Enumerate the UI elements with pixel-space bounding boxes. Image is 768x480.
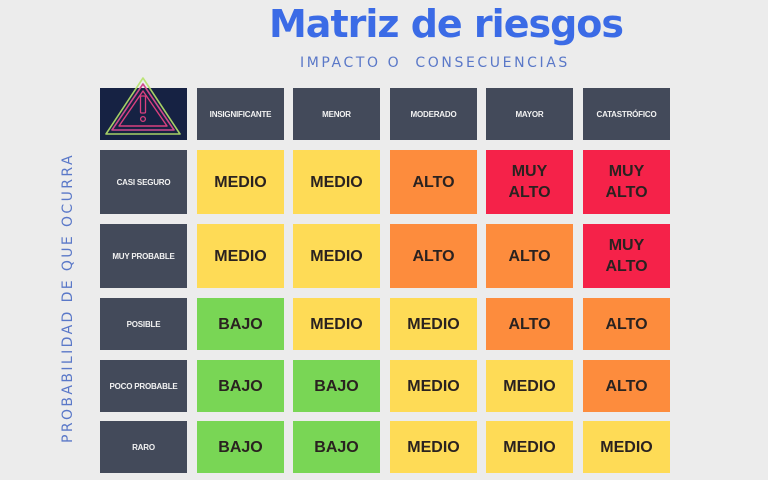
risk-cell-bajo: BAJO	[293, 421, 380, 473]
row-header: POCO PROBABLE	[100, 360, 187, 412]
risk-cell-medio: MEDIO	[583, 421, 670, 473]
risk-cell-bajo: BAJO	[197, 360, 284, 412]
risk-level-label: ALTO	[412, 173, 455, 191]
risk-level-label: ALTO	[508, 315, 551, 333]
risk-level-label: MEDIO	[503, 377, 556, 395]
corner-cell	[100, 77, 187, 140]
risk-level-label: BAJO	[218, 315, 263, 333]
risk-level-label: MEDIO	[407, 377, 460, 395]
risk-level-label: MUY ALTO	[508, 163, 551, 201]
y-axis-label: PROBABILIDAD DE QUE OCURRA	[60, 153, 76, 443]
risk-level-label: MEDIO	[214, 173, 267, 191]
risk-cell-muy-alto: MUY ALTO	[486, 150, 573, 214]
risk-level-label: MUY ALTO	[605, 237, 648, 275]
risk-level-label: MEDIO	[310, 315, 363, 333]
risk-cell-bajo: BAJO	[197, 298, 284, 350]
risk-level-label: ALTO	[605, 315, 648, 333]
risk-cell-medio: MEDIO	[293, 150, 380, 214]
column-header: MENOR	[293, 88, 380, 140]
risk-cell-medio: MEDIO	[486, 360, 573, 412]
risk-cell-alto: ALTO	[390, 224, 477, 288]
risk-cell-muy-alto: MUY ALTO	[583, 224, 670, 288]
risk-cell-medio: MEDIO	[293, 298, 380, 350]
risk-cell-bajo: BAJO	[197, 421, 284, 473]
risk-cell-alto: ALTO	[486, 224, 573, 288]
risk-level-label: MEDIO	[503, 438, 556, 456]
x-axis-label: IMPACTO O CONSECUENCIAS	[300, 55, 570, 71]
risk-level-label: MEDIO	[310, 173, 363, 191]
risk-cell-alto: ALTO	[583, 360, 670, 412]
page-title: Matriz de riesgos	[268, 2, 624, 46]
risk-cell-medio: MEDIO	[197, 150, 284, 214]
risk-cell-medio: MEDIO	[197, 224, 284, 288]
risk-level-label: ALTO	[412, 247, 455, 265]
risk-level-label: BAJO	[314, 377, 359, 395]
risk-cell-medio: MEDIO	[390, 298, 477, 350]
row-header: POSIBLE	[100, 298, 187, 350]
risk-level-label: BAJO	[314, 438, 359, 456]
column-header: INSIGNIFICANTE	[197, 88, 284, 140]
risk-cell-medio: MEDIO	[293, 224, 380, 288]
risk-cell-alto: ALTO	[486, 298, 573, 350]
risk-level-label: MEDIO	[214, 247, 267, 265]
risk-cell-medio: MEDIO	[486, 421, 573, 473]
risk-level-label: MEDIO	[407, 315, 460, 333]
risk-level-label: MEDIO	[310, 247, 363, 265]
risk-cell-alto: ALTO	[390, 150, 477, 214]
warning-triangle-icon	[105, 77, 181, 135]
row-header: CASI SEGURO	[100, 150, 187, 214]
row-header: MUY PROBABLE	[100, 224, 187, 288]
risk-cell-alto: ALTO	[583, 298, 670, 350]
column-header: CATASTRÓFICO	[583, 88, 670, 140]
column-header: MAYOR	[486, 88, 573, 140]
risk-level-label: BAJO	[218, 377, 263, 395]
risk-level-label: ALTO	[605, 377, 648, 395]
risk-level-label: MEDIO	[600, 438, 653, 456]
risk-level-label: MUY ALTO	[605, 163, 648, 201]
row-header: RARO	[100, 421, 187, 473]
column-header: MODERADO	[390, 88, 477, 140]
risk-cell-medio: MEDIO	[390, 421, 477, 473]
risk-level-label: MEDIO	[407, 438, 460, 456]
risk-cell-muy-alto: MUY ALTO	[583, 150, 670, 214]
risk-level-label: BAJO	[218, 438, 263, 456]
risk-cell-bajo: BAJO	[293, 360, 380, 412]
risk-level-label: ALTO	[508, 247, 551, 265]
risk-cell-medio: MEDIO	[390, 360, 477, 412]
